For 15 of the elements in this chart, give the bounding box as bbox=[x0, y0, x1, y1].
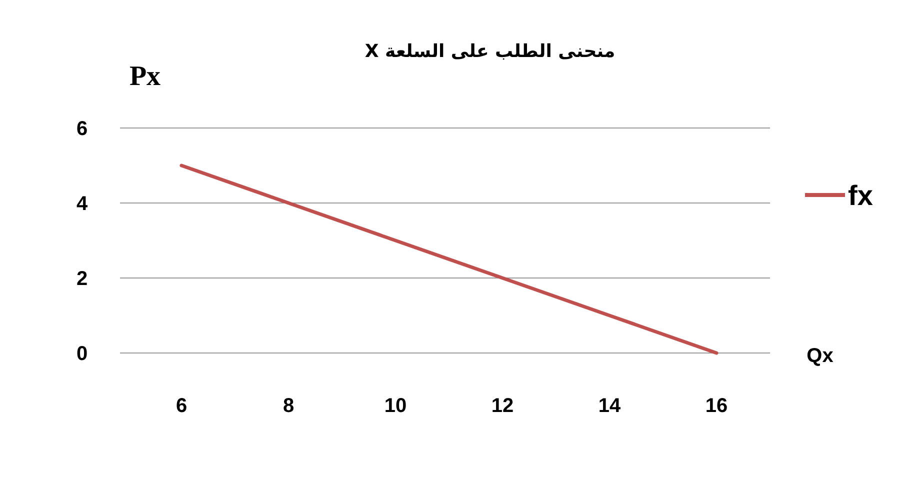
x-tick-label: 16 bbox=[705, 395, 728, 417]
x-axis-title: Qx bbox=[806, 345, 834, 367]
y-tick-label: 4 bbox=[76, 193, 88, 215]
x-tick-label: 14 bbox=[598, 395, 622, 417]
x-tick-label: 12 bbox=[491, 395, 514, 417]
y-tick-label: 6 bbox=[76, 118, 88, 140]
x-tick-label: 10 bbox=[384, 395, 407, 417]
x-tick-label: 8 bbox=[282, 395, 294, 417]
y-tick-label: 2 bbox=[76, 268, 88, 290]
x-tick-label: 6 bbox=[176, 395, 188, 417]
legend-label: fx bbox=[848, 180, 874, 211]
y-tick-label: 0 bbox=[76, 343, 88, 365]
chart-title: منحنى الطلب على السلعة X bbox=[364, 41, 616, 62]
line-series bbox=[180, 164, 718, 355]
y-axis-title: Px bbox=[129, 61, 161, 92]
